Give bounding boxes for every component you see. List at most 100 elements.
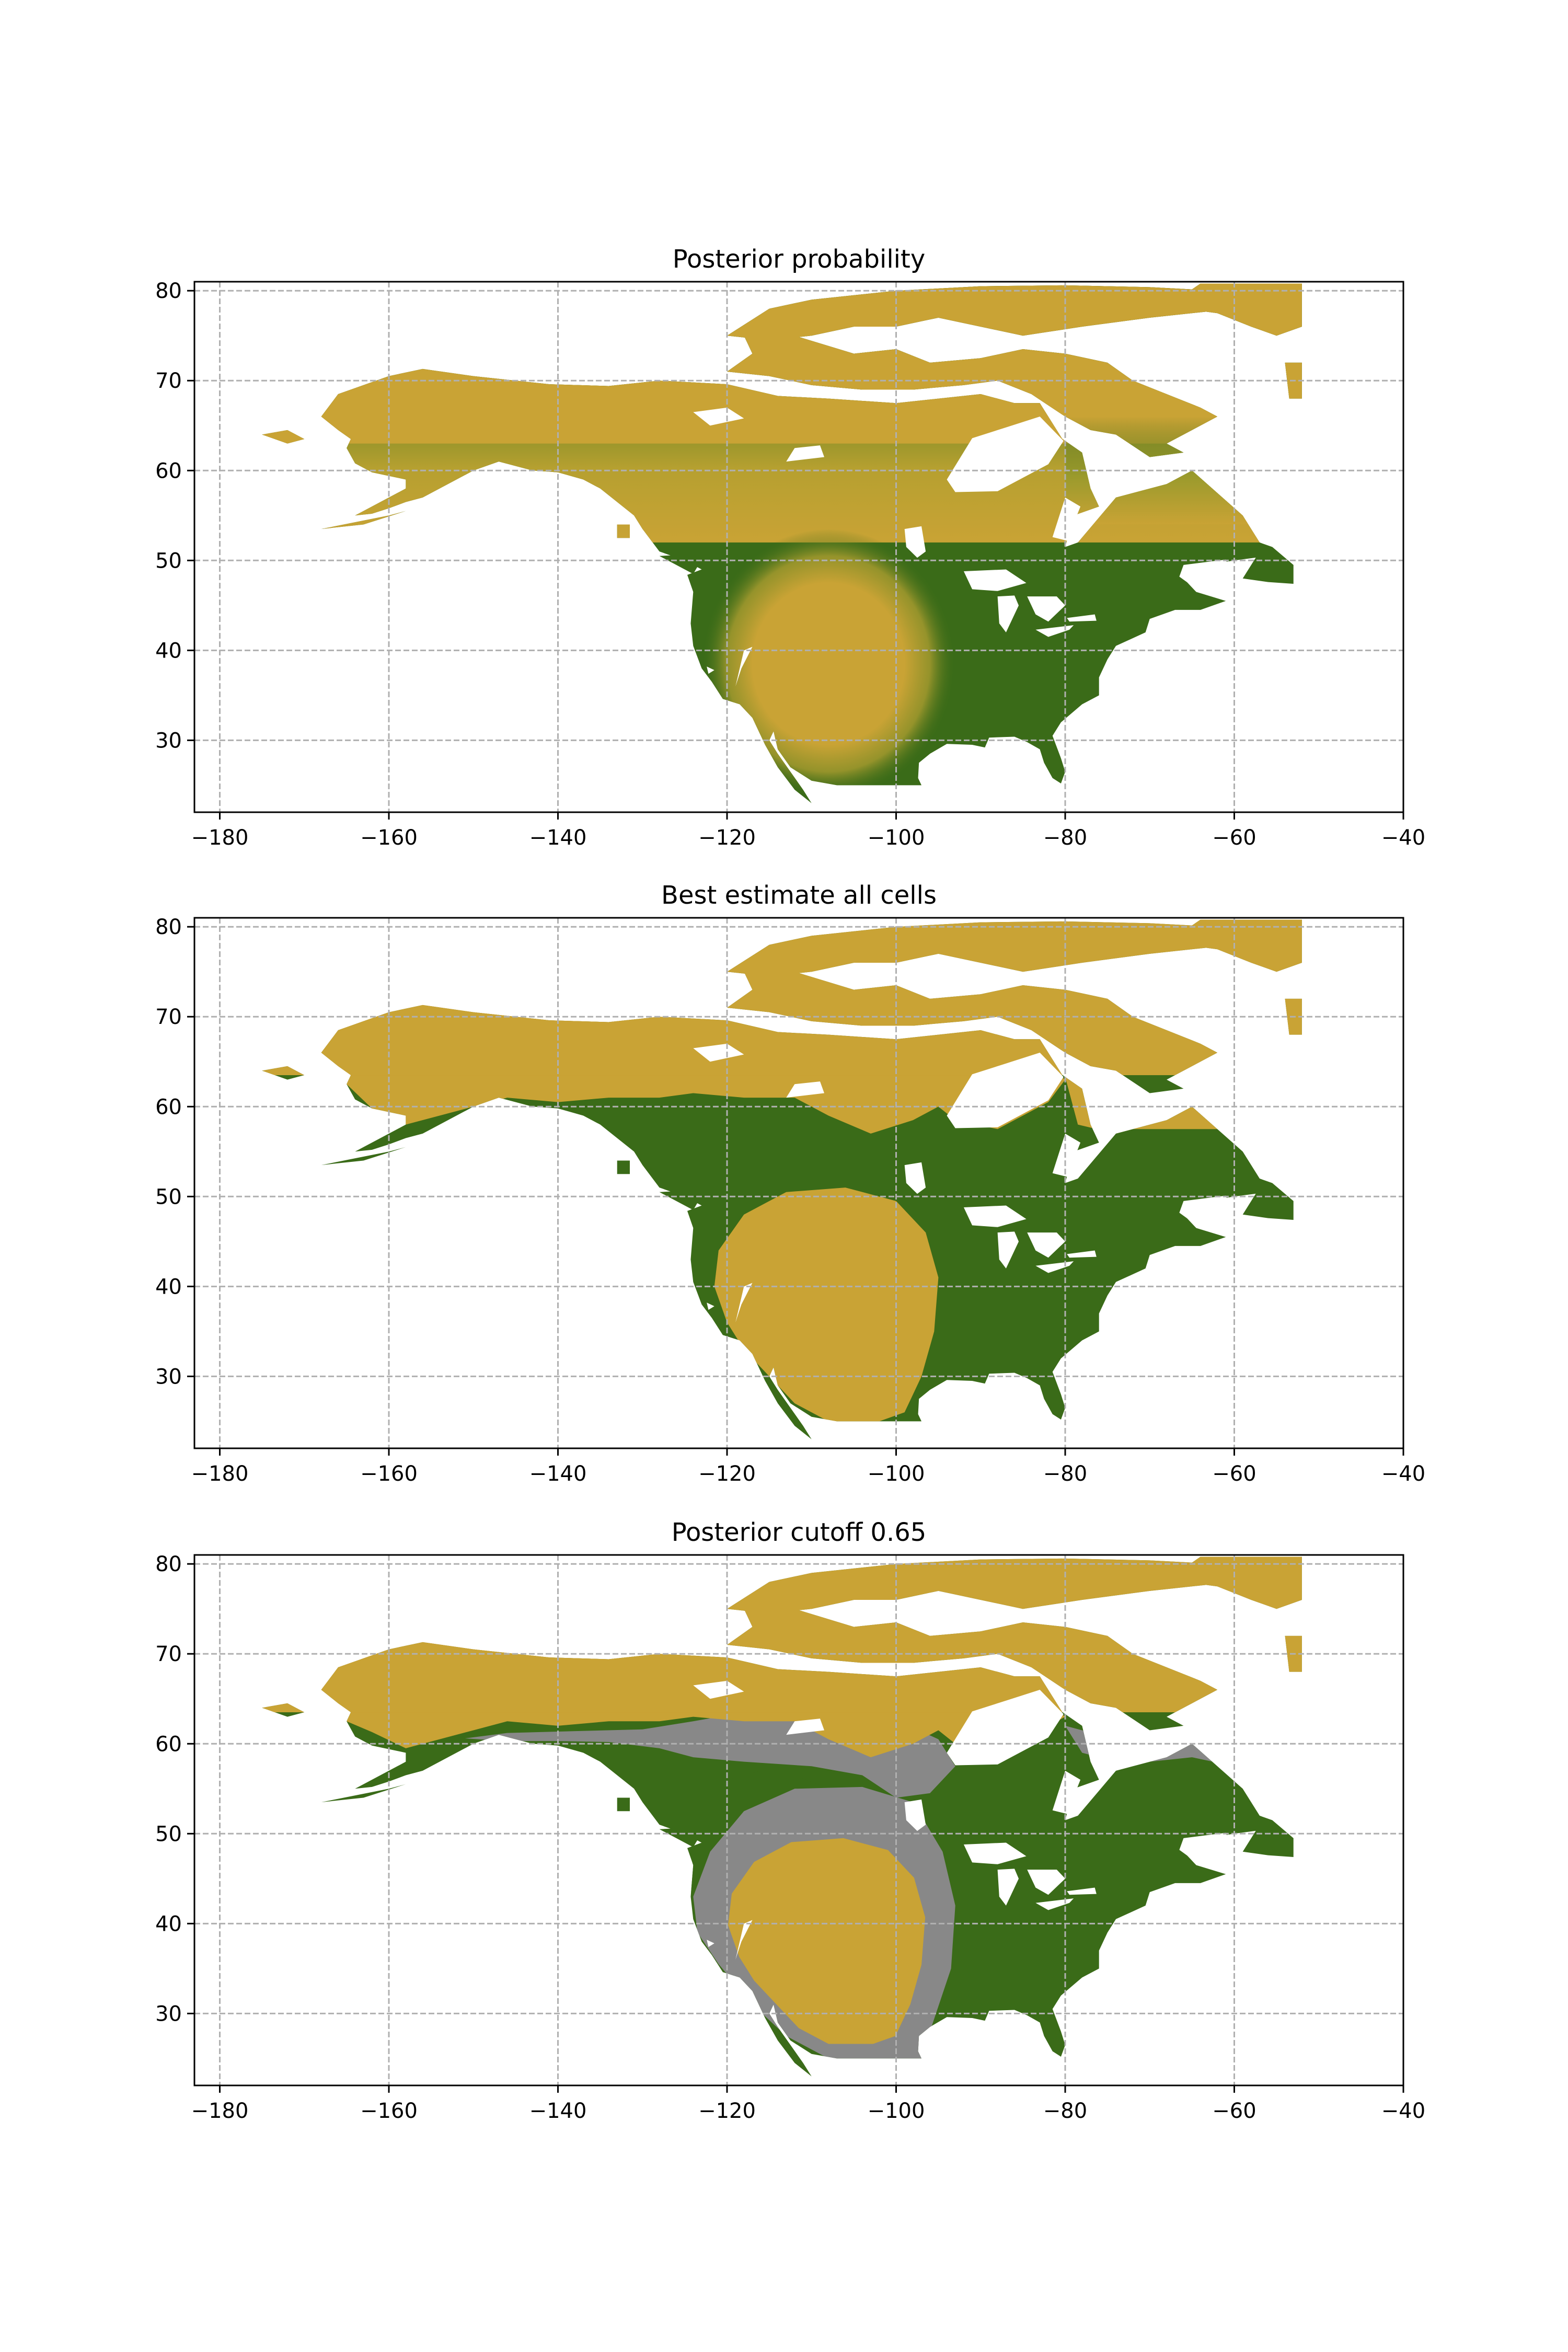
gold-labrador-cells [1065, 1077, 1218, 1134]
x-tick-label: −160 [360, 1462, 418, 1486]
y-tick-label: 40 [155, 1275, 182, 1299]
y-tick-label: 30 [155, 1365, 182, 1389]
lake-6 [904, 526, 926, 558]
lake-2 [997, 1231, 1019, 1269]
hudson-bay [947, 1053, 1064, 1128]
lake-3 [1027, 1232, 1066, 1258]
y-tick-label: 30 [155, 2002, 182, 2026]
axes-frame [193, 281, 1404, 813]
lake-2 [997, 1869, 1019, 1906]
lake-4 [1035, 1898, 1074, 1910]
x-tick-label: −60 [1212, 2099, 1256, 2123]
lake-1 [963, 569, 1027, 591]
lake-8 [693, 1680, 744, 1699]
sf-bay [707, 666, 714, 674]
hudson-bay [947, 1690, 1064, 1766]
x-tick-label: −40 [1381, 2099, 1425, 2123]
x-tick-label: −140 [529, 2099, 587, 2123]
x-tick-label: −80 [1043, 826, 1087, 850]
lake-5 [1067, 614, 1097, 622]
lake-7 [786, 445, 825, 462]
lake-7 [786, 1719, 825, 1735]
x-tick-label: −180 [191, 2099, 249, 2123]
axes-frame [193, 1554, 1404, 2086]
james-bay [1052, 497, 1081, 541]
panel-3: Posterior cutoff 0.65 −180 −160 −140 −120 −10… [155, 1518, 1425, 2123]
lake-7 [786, 1081, 825, 1098]
y-tick-label: 60 [155, 459, 182, 483]
hudson-bay [947, 417, 1064, 492]
lake-3 [1027, 596, 1066, 622]
lake-3 [1027, 1870, 1066, 1895]
panel-title: Posterior probability [673, 245, 926, 274]
grid [194, 918, 1403, 1448]
panel-title: Posterior cutoff 0.65 [672, 1518, 927, 1547]
water-bodies [693, 1043, 1235, 1323]
james-bay [1052, 1133, 1081, 1177]
gulf-st-lawrence [1179, 559, 1235, 592]
heatmap-landmass [262, 919, 1302, 1439]
lake-6 [904, 1162, 926, 1194]
water-bodies [693, 407, 1235, 687]
grid [194, 282, 1403, 812]
lake-9 [735, 1283, 753, 1323]
gold-arctic-cells [262, 283, 1302, 444]
heatmap-landmass [262, 1557, 1302, 2077]
x-tick-label: −100 [868, 2099, 925, 2123]
lake-4 [1035, 1261, 1074, 1273]
x-tick-label: −80 [1043, 2099, 1087, 2123]
lake-4 [1035, 625, 1074, 637]
x-tick-label: −140 [529, 1462, 587, 1486]
y-tick-label: 50 [155, 1822, 182, 1846]
gold-core-cells [701, 529, 955, 799]
y-tick-label: 80 [155, 279, 182, 303]
sf-bay [707, 1940, 714, 1947]
x-tick-label: −40 [1381, 1462, 1425, 1486]
lake-5 [1067, 1887, 1097, 1895]
y-tick-label: 40 [155, 1912, 182, 1936]
lake-1 [963, 1205, 1027, 1227]
panel-2: Best estimate all cells −180 −160 −140 −120 −… [155, 881, 1425, 1486]
y-tick-label: 60 [155, 1732, 182, 1756]
x-tick-label: −160 [360, 826, 418, 850]
y-tick-label: 80 [155, 915, 182, 939]
y-tick-label: 50 [155, 549, 182, 573]
y-tick-label: 50 [155, 1185, 182, 1209]
x-tick-label: −180 [191, 826, 249, 850]
y-tick-label: 60 [155, 1095, 182, 1119]
lake-5 [1067, 1250, 1097, 1258]
gulf-st-lawrence [1179, 1195, 1235, 1228]
x-tick-label: −80 [1043, 1462, 1087, 1486]
gold-southwest-cells [728, 1838, 926, 2044]
lake-9 [735, 1920, 753, 1960]
x-tick-label: −160 [360, 2099, 418, 2123]
x-tick-label: −180 [191, 1462, 249, 1486]
gold-southwest-cells [714, 1187, 939, 1422]
panel-title: Best estimate all cells [661, 881, 937, 910]
james-bay [1052, 1770, 1081, 1814]
x-tick-label: −40 [1381, 826, 1425, 850]
x-tick-label: −60 [1212, 826, 1256, 850]
x-tick-label: −100 [868, 1462, 925, 1486]
y-tick-label: 40 [155, 639, 182, 663]
x-tick-label: −120 [698, 1462, 756, 1486]
axes-frame [193, 917, 1404, 1449]
lake-1 [963, 1842, 1027, 1864]
grid [194, 1555, 1403, 2085]
y-tick-label: 70 [155, 369, 182, 393]
sf-bay [707, 1302, 714, 1310]
panels: Posterior probability −180 −160 −140 −120 −10… [155, 245, 1425, 2123]
y-tick-label: 70 [155, 1005, 182, 1029]
x-tick-label: −120 [698, 2099, 756, 2123]
lake-8 [693, 407, 744, 426]
x-tick-label: −100 [868, 826, 925, 850]
heatmap-landmass [262, 283, 1302, 803]
gulf-st-lawrence [1179, 1832, 1235, 1865]
lake-6 [904, 1799, 926, 1831]
y-tick-label: 70 [155, 1642, 182, 1666]
x-tick-label: −120 [698, 826, 756, 850]
y-tick-label: 80 [155, 1552, 182, 1576]
water-bodies [693, 1680, 1235, 1960]
lake-9 [735, 647, 753, 687]
panel-1: Posterior probability −180 −160 −140 −120 −10… [155, 245, 1425, 850]
